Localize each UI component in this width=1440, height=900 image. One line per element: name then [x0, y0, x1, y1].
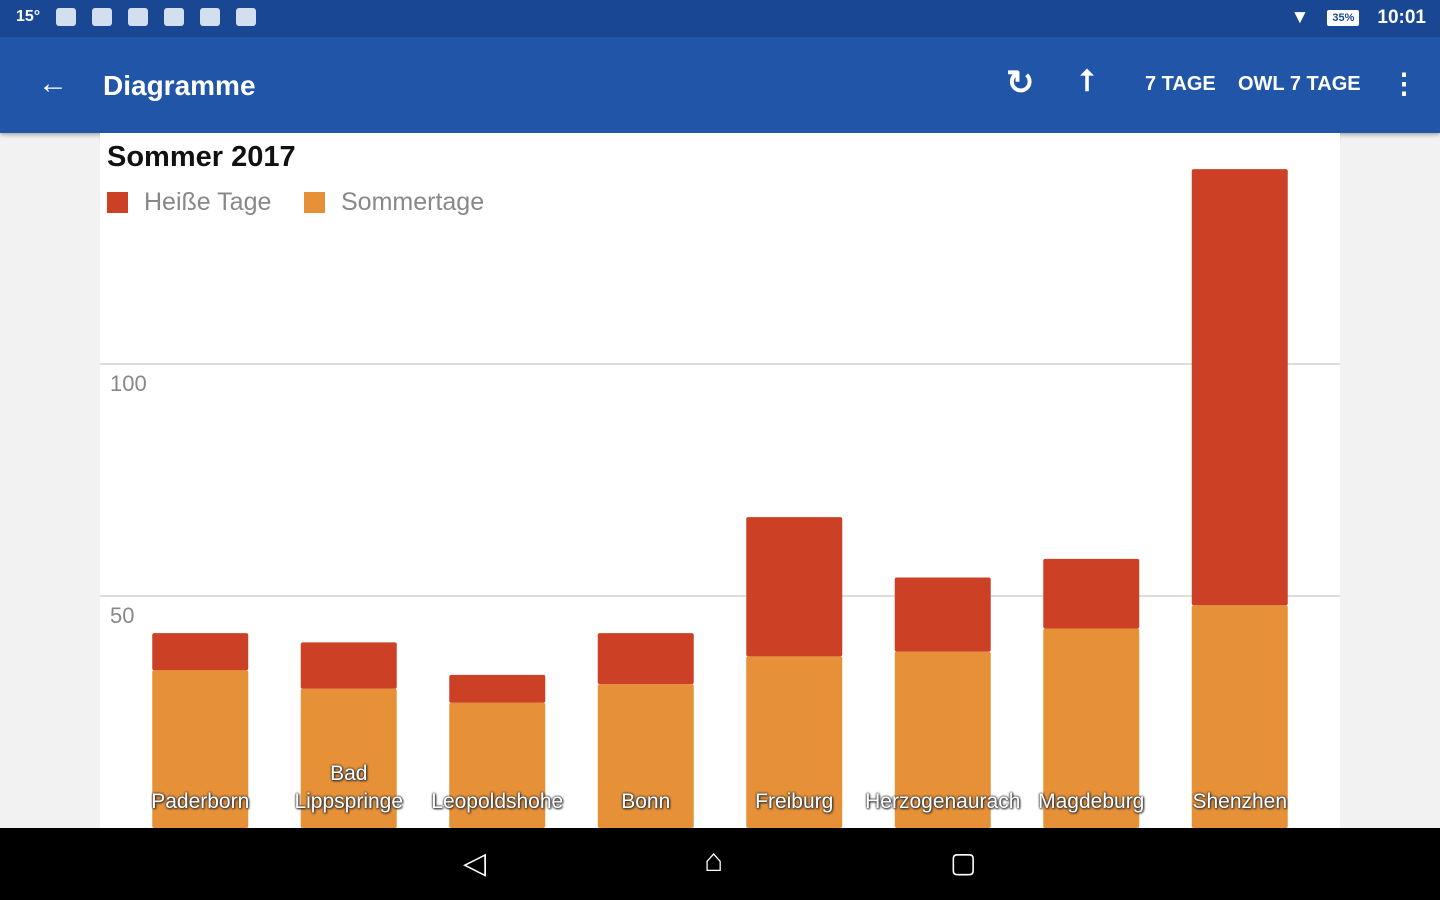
- legend-summer-days: Sommertage: [304, 188, 484, 217]
- bar-hot-days[interactable]: [300, 642, 397, 689]
- app-bar: ← Diagramme ↻ ⭡ 7 TAGE OWL 7 TAGE ⋮: [0, 37, 1440, 133]
- bar-summer-days[interactable]: [152, 670, 249, 828]
- bar-hot-days[interactable]: [1043, 558, 1140, 629]
- status-bar: 15° ▼ 35% 10:01: [0, 0, 1440, 37]
- chart-title: Sommer 2017: [107, 141, 296, 173]
- owl-7-tage-button[interactable]: OWL 7 TAGE: [1238, 73, 1361, 95]
- x-tick-label: Bonn: [621, 790, 671, 813]
- bar-summer-days[interactable]: [894, 651, 991, 828]
- y-tick-label: 50: [110, 603, 134, 628]
- x-tick-label: Magdeburg: [1038, 790, 1145, 813]
- x-tick-label: Paderborn: [151, 790, 250, 813]
- share-icon[interactable]: ⭡: [1080, 65, 1095, 98]
- bar-summer-days[interactable]: [449, 702, 546, 828]
- recents-icon[interactable]: ▢: [950, 847, 977, 878]
- bar-summer-days[interactable]: [1043, 628, 1140, 828]
- bar-hot-days[interactable]: [894, 577, 991, 652]
- refresh-icon[interactable]: ↻: [1006, 64, 1035, 102]
- photo-location-icon: [200, 8, 221, 26]
- clock: 10:01: [1377, 7, 1426, 28]
- bar-hot-days[interactable]: [1191, 169, 1288, 606]
- sim-icon: [92, 8, 113, 26]
- x-tick-label: Freiburg: [755, 790, 834, 813]
- more-vert-icon[interactable]: ⋮: [1390, 68, 1418, 99]
- play-store-icon: [236, 8, 257, 26]
- temperature: 15°: [16, 8, 41, 25]
- 7-tage-button[interactable]: 7 TAGE: [1145, 73, 1216, 95]
- home-icon[interactable]: ⌂: [704, 842, 724, 878]
- legend-swatch: [304, 192, 325, 213]
- bar-summer-days[interactable]: [746, 656, 843, 828]
- chart: 50 100: [100, 169, 1340, 828]
- bar-hot-days[interactable]: [597, 633, 694, 685]
- bar-summer-days[interactable]: [597, 684, 694, 828]
- weather-icon: [56, 8, 77, 26]
- legend-hot-days: Heiße Tage: [107, 188, 271, 217]
- battery-icon: 35%: [1327, 10, 1360, 26]
- back-icon[interactable]: ◁: [463, 847, 487, 880]
- x-tick-label: Herzogenaurach: [865, 790, 1021, 813]
- image-icon: [128, 8, 149, 26]
- legend-label: Heiße Tage: [144, 188, 272, 216]
- bar-hot-days[interactable]: [152, 633, 249, 671]
- legend-swatch: [107, 192, 128, 213]
- y-tick-label: 100: [110, 371, 147, 396]
- bar-summer-days[interactable]: [1191, 605, 1288, 828]
- navigation-bar: ◁ ⌂ ▢: [0, 828, 1440, 900]
- x-tick-label: Shenzhen: [1192, 790, 1288, 813]
- page-title: Diagramme: [103, 70, 256, 101]
- bar-hot-days[interactable]: [449, 674, 546, 703]
- back-arrow-icon[interactable]: ←: [38, 67, 68, 100]
- x-tick-label: Bad Lippspringe: [294, 762, 404, 813]
- bar-summer-days[interactable]: [300, 688, 397, 828]
- wifi-icon: ▼: [1290, 7, 1310, 28]
- bar-hot-days[interactable]: [746, 517, 843, 657]
- key-icon: [164, 8, 185, 26]
- x-tick-label: Leopoldshohe: [431, 790, 564, 813]
- legend-label: Sommertage: [341, 188, 485, 216]
